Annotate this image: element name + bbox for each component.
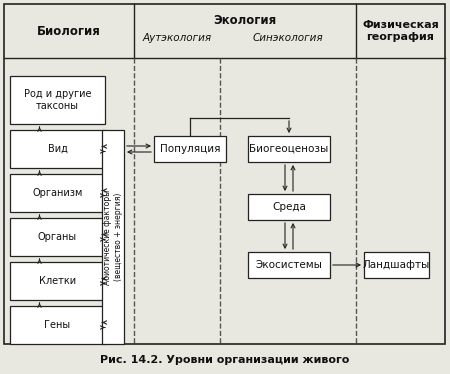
- Text: Экосистемы: Экосистемы: [256, 260, 323, 270]
- Text: Органы: Органы: [38, 232, 77, 242]
- Text: Гены: Гены: [45, 320, 71, 330]
- Bar: [10, 76, 105, 124]
- Text: Организм: Организм: [32, 188, 83, 198]
- Bar: [10, 218, 105, 256]
- Text: Род и другие
таксоны: Род и другие таксоны: [24, 89, 91, 111]
- Text: Экология: Экология: [213, 13, 277, 27]
- Bar: [10, 130, 105, 168]
- Text: Рис. 14.2. Уровни организации живого: Рис. 14.2. Уровни организации живого: [100, 355, 350, 365]
- Text: Биогеоценозы: Биогеоценозы: [249, 144, 328, 154]
- Text: Популяция: Популяция: [160, 144, 220, 154]
- Text: Среда: Среда: [272, 202, 306, 212]
- Bar: [364, 252, 429, 278]
- Text: Вид: Вид: [48, 144, 68, 154]
- Bar: [102, 130, 124, 344]
- Bar: [248, 194, 330, 220]
- Text: Клетки: Клетки: [39, 276, 76, 286]
- Bar: [10, 262, 105, 300]
- Text: Биология: Биология: [37, 25, 101, 37]
- Bar: [248, 136, 330, 162]
- Text: Ландшафты: Ландшафты: [363, 260, 430, 270]
- Bar: [10, 174, 105, 212]
- Bar: [154, 136, 226, 162]
- Text: Физическая
география: Физическая география: [362, 20, 439, 42]
- Bar: [10, 306, 105, 344]
- Text: Аутэкология: Аутэкология: [143, 33, 212, 43]
- Text: Синэкология: Синэкология: [253, 33, 323, 43]
- Text: Абиотические факторы
(вещество + энергия): Абиотические факторы (вещество + энергия…: [104, 190, 123, 285]
- Bar: [248, 252, 330, 278]
